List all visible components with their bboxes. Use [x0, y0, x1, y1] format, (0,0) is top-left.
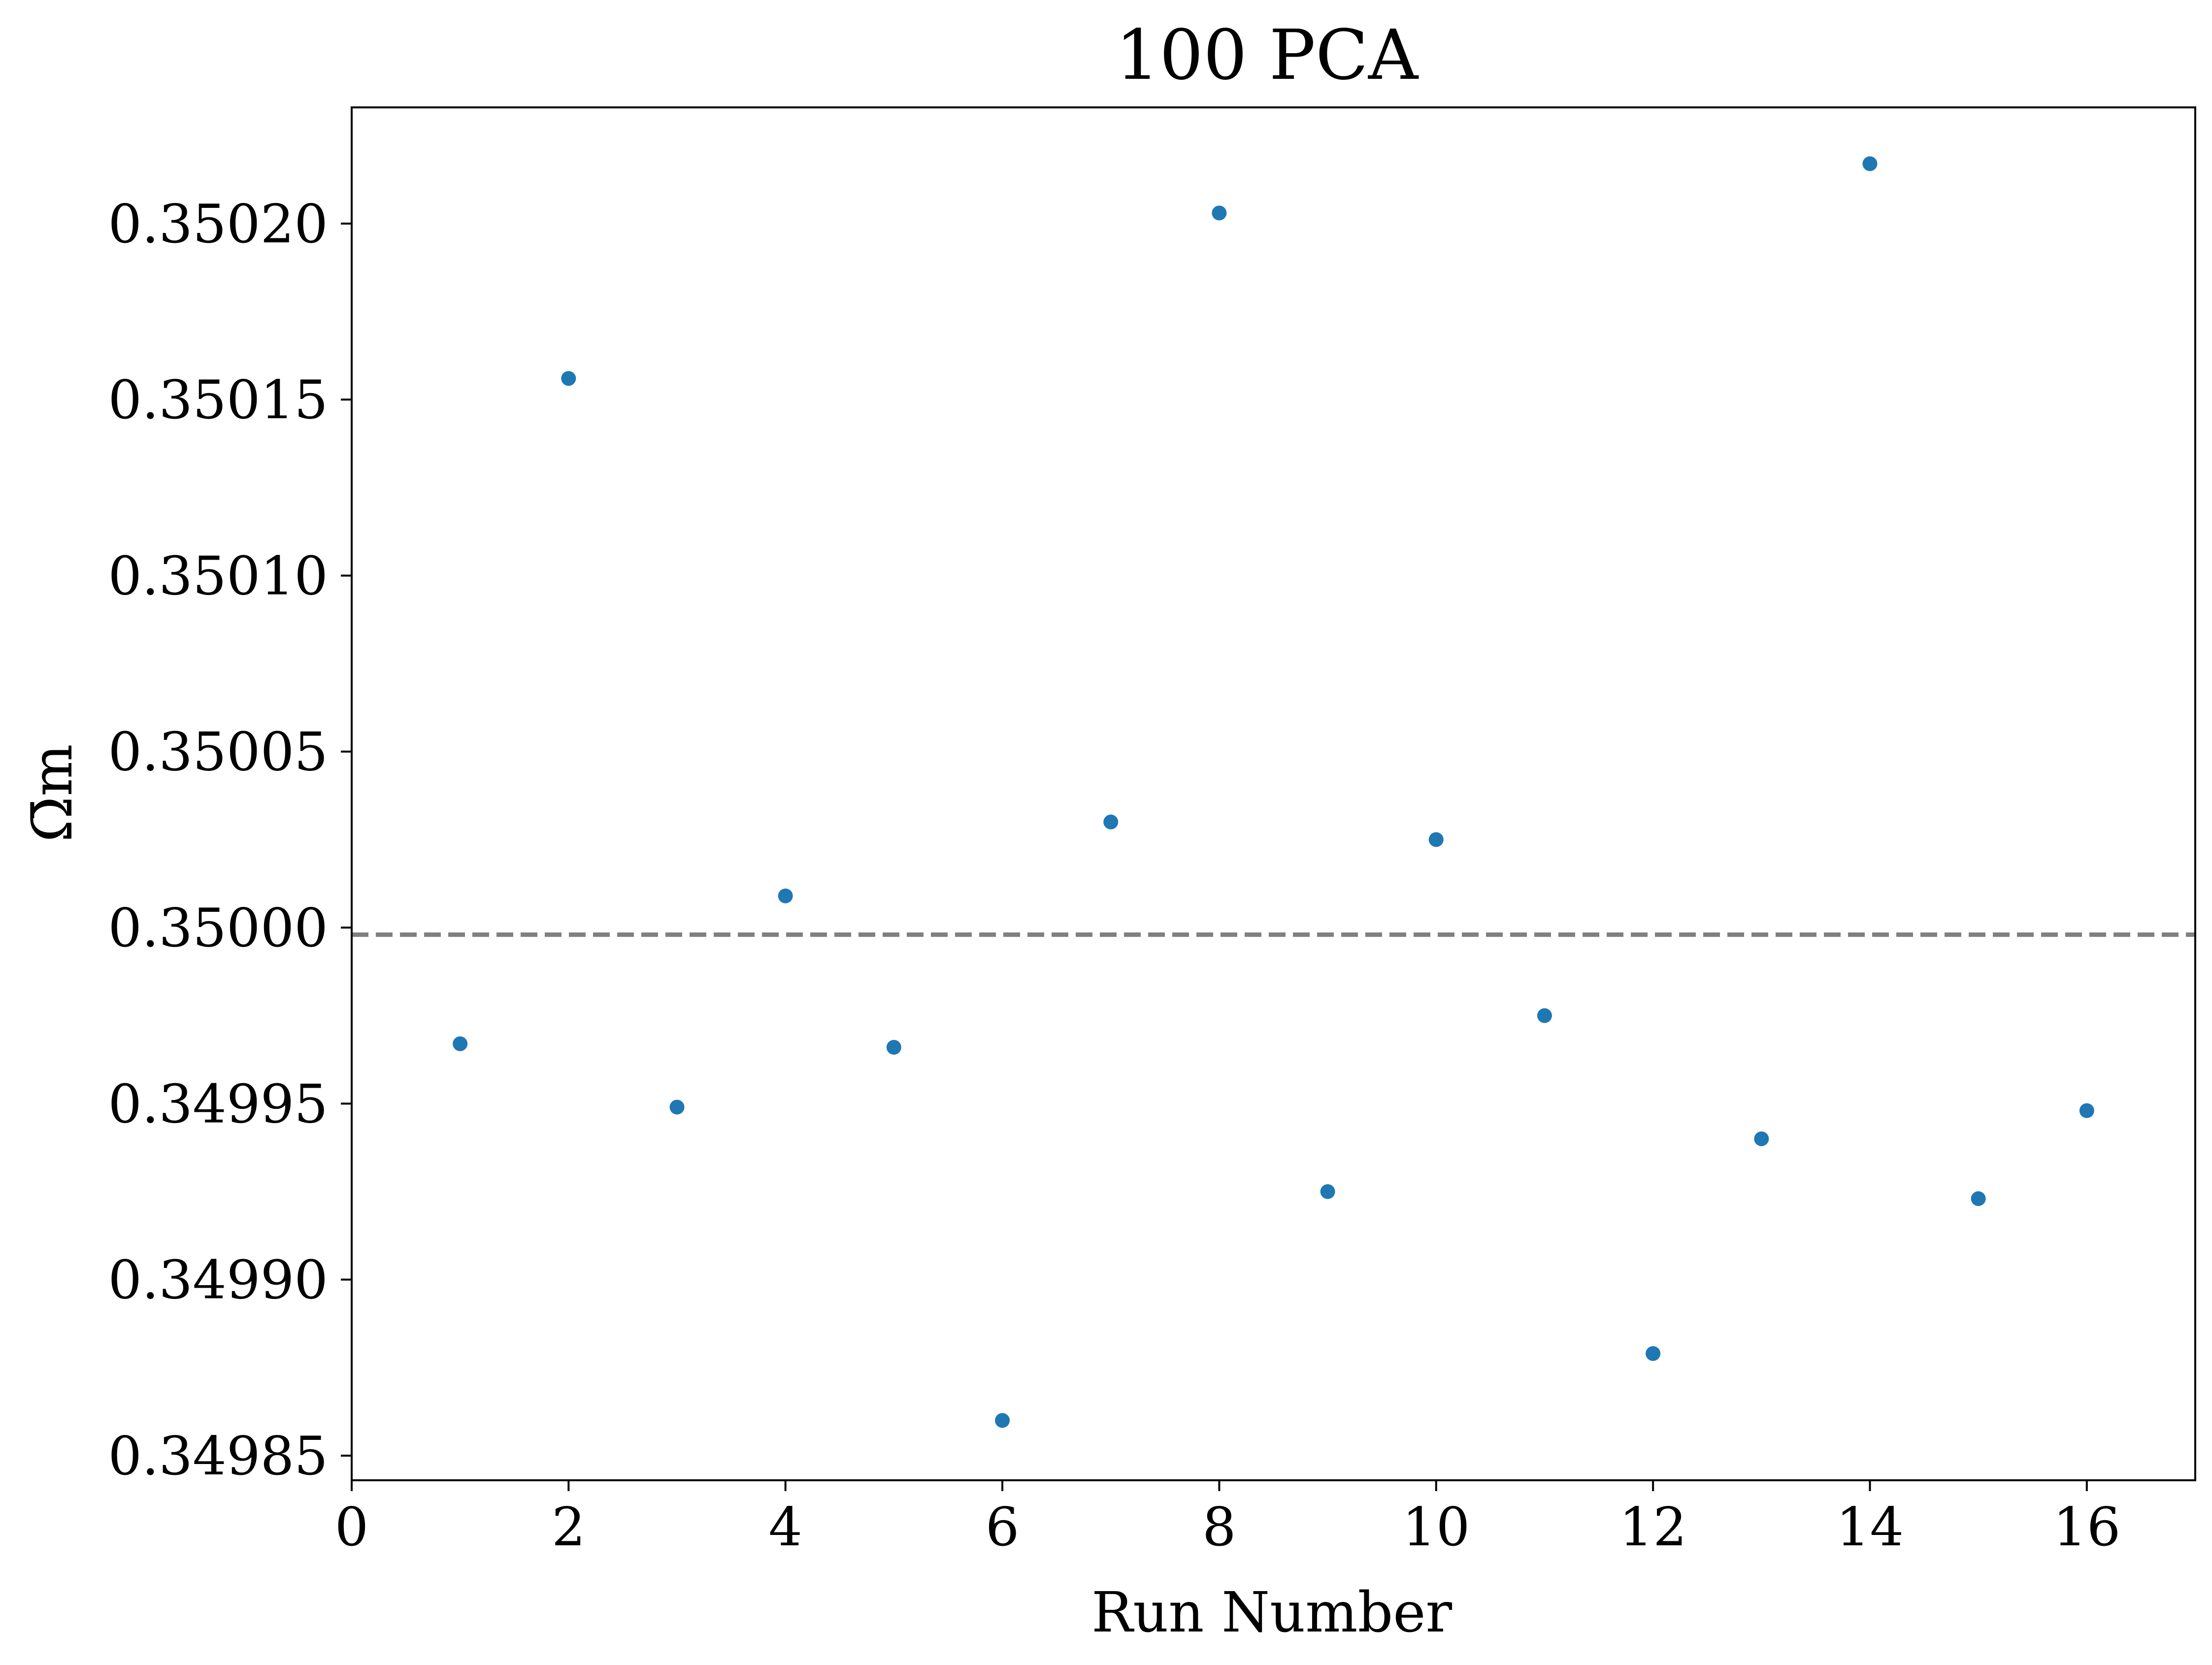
x-tick-label: 12: [1619, 1497, 1686, 1558]
data-point: [886, 1040, 901, 1055]
data-point: [1862, 156, 1878, 171]
data-point: [453, 1036, 468, 1051]
x-tick-label: 14: [1836, 1497, 1904, 1558]
data-point: [1428, 832, 1444, 847]
data-point: [995, 1413, 1010, 1428]
x-tick-label: 10: [1402, 1497, 1470, 1558]
data-point: [1103, 814, 1119, 830]
chart-title: 100 PCA: [1116, 15, 1419, 96]
y-tick-label: 0.35010: [108, 545, 328, 607]
y-tick-label: 0.34995: [108, 1073, 328, 1135]
data-point: [1320, 1184, 1335, 1199]
x-tick-label: 8: [1202, 1497, 1236, 1558]
x-tick-label: 0: [335, 1497, 369, 1558]
x-tick-label: 16: [2053, 1497, 2120, 1558]
x-axis-label: Run Number: [1091, 1581, 1453, 1645]
plot-area: [352, 156, 2195, 1428]
data-point: [1754, 1131, 1769, 1146]
data-point: [1537, 1008, 1552, 1023]
data-point: [778, 888, 793, 903]
y-tick-label: 0.34985: [108, 1426, 328, 1487]
plot-frame: [351, 106, 2196, 1481]
y-tick-label: 0.35000: [108, 898, 328, 959]
y-axis: 0.34985 0.34990 0.34995 0.35000 0.35005 0.350…: [108, 194, 352, 1487]
data-point: [1646, 1346, 1661, 1361]
data-point: [2079, 1103, 2094, 1118]
x-tick-label: 2: [552, 1497, 586, 1558]
y-tick-label: 0.35015: [108, 369, 328, 431]
y-tick-label: 0.35005: [108, 722, 328, 783]
y-tick-label: 0.34990: [108, 1250, 328, 1311]
data-point: [1971, 1191, 1986, 1206]
x-axis: 0 2 4 6 8 10 12 14 16: [335, 1480, 2121, 1558]
data-point: [561, 371, 576, 386]
y-tick-label: 0.35020: [108, 194, 328, 255]
data-point: [669, 1099, 685, 1115]
x-tick-label: 4: [768, 1497, 802, 1558]
data-point: [1212, 205, 1227, 221]
y-axis-label: Ω̄m: [21, 744, 85, 842]
x-tick-label: 6: [986, 1497, 1020, 1558]
